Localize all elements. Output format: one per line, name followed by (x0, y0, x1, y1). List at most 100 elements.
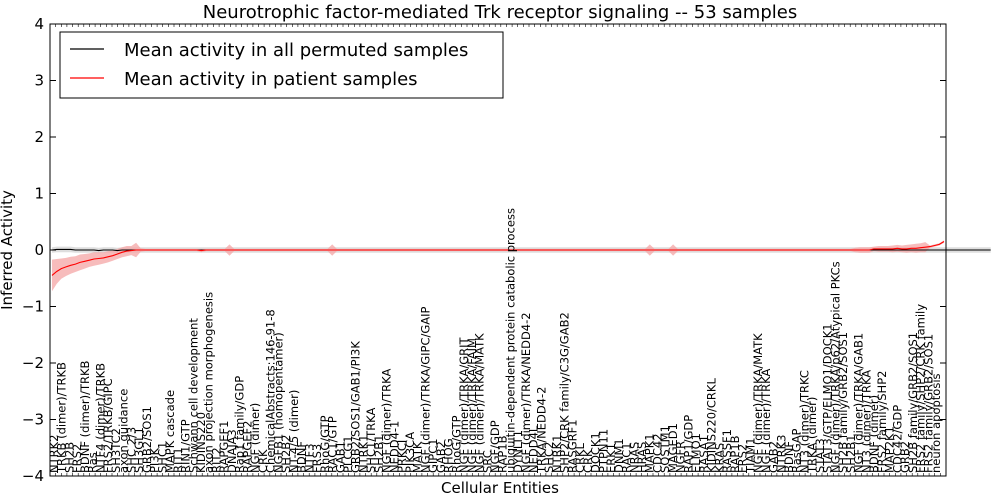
entity-label: PIK3CA (403, 432, 417, 473)
patient-band (52, 240, 944, 292)
entity-label: CRK (581, 449, 595, 473)
entity-label: RIN1/GTP (179, 419, 193, 473)
entity-label: ChemicalAbstracts:146-91-8 (264, 309, 278, 473)
entity-label: KRAS (712, 443, 726, 473)
entity-label: MAGED1 (666, 423, 680, 473)
entity-label: SHC1/TRKA (364, 407, 378, 473)
entity-label: BDNF (295, 441, 309, 473)
entity-label: SH3GL1 (132, 427, 146, 473)
entity-label: RAP1B (728, 435, 742, 473)
entity-label: SHC1 (155, 442, 169, 473)
entity-label: FRS2 family/SHP2 (875, 371, 889, 473)
entity-label: MATK (411, 441, 425, 473)
entity-label: SHC2 (542, 442, 556, 473)
entity-label: NGF (dimer)/TRKA/GAB1 (852, 333, 866, 473)
entity-label: NTRK1 (357, 435, 371, 473)
y-axis-label: Inferred Activity (0, 190, 16, 310)
entity-label: SHP2/CRK family/C3G/GAB2 (558, 312, 572, 473)
y-tick-label: 0 (34, 241, 44, 259)
entity-label: RasGAP (790, 428, 804, 473)
entity-label: RhoG/GTP (449, 415, 463, 473)
entity-label: GRB2 (898, 441, 912, 473)
entity-label: Schwann cell development (186, 318, 200, 473)
entity-label: FRS2 family/SHP2/CRK family (914, 304, 928, 473)
entity-label: NRAS (627, 442, 641, 473)
entity-label: NT3 (dimer)/TRKA (859, 370, 873, 473)
entity-label: SHC 2/3 (124, 427, 138, 473)
legend-label-patient: Mean activity in patient samples (124, 69, 418, 90)
entity-label: SH2B1 (844, 435, 858, 473)
entity-label: RIT2 (210, 447, 224, 473)
entity-label: HRAS (635, 442, 649, 473)
entity-label: MAPK1 (643, 433, 657, 473)
entity-label: TRKB (dimer)/TRKB (55, 362, 69, 474)
entity-label: axon guidance (117, 389, 131, 473)
entity-label: NGF (dimer)/TRKA/p62/Atypical PKCs (828, 261, 842, 473)
entity-label: RAPGEF1 (217, 421, 231, 473)
entity-label: CRK (256, 449, 270, 473)
y-tick-label: 4 (34, 15, 44, 33)
entity-label: NTF4 (dimer)/TRKB (93, 363, 107, 473)
entity-label: NEDD4L (527, 425, 541, 473)
entity-label: RIT1 (171, 447, 185, 473)
entity-label: CDC42 (651, 433, 665, 473)
series-line-patient (51, 241, 945, 276)
entity-label: SH3TC2 (109, 428, 123, 473)
entity-label: NGF (dimer)/TRKA (380, 369, 394, 473)
entity-label: RASA1 (697, 435, 711, 473)
entity-label: NT3 (dimer)/TRKC (798, 370, 812, 473)
entity-label: NTRK1 (550, 435, 564, 473)
entity-label: GAB2 (434, 441, 448, 473)
entity-label: DYNLT1 (511, 430, 525, 473)
entity-label: DNAJA3 (225, 429, 239, 473)
entity-label: RAC1 (620, 442, 634, 473)
entity-label: neuron apoptosis (929, 373, 943, 473)
entity-label: BDNF (dimer) (867, 395, 881, 473)
entity-label: MAPK cascade (163, 390, 177, 473)
x-axis-label: Cellular Entities (441, 479, 559, 497)
entity-label: GAB2 (767, 441, 781, 473)
y-tick-label: −1 (22, 298, 44, 316)
y-tick-label: −4 (22, 467, 44, 485)
entity-label: FRS2 (736, 444, 750, 473)
entity-label: BDNF (782, 441, 796, 473)
confidence-bands (52, 240, 991, 292)
chart-title: Neurotrophic factor-mediated Trk recepto… (203, 2, 797, 23)
entity-label: PLCG1 (341, 435, 355, 473)
entity-label: NGF (dimer)/TRKA/NEDD4-2 (519, 312, 533, 473)
entity-label: RHOG (442, 438, 456, 473)
entity-label: TRKA (dimer) (805, 397, 819, 474)
entity-label: RhoG/GTP (318, 415, 332, 473)
entity-label: NGF/GDP (488, 420, 502, 473)
entity-label: RASSF1 (720, 429, 734, 473)
entity-label: NGF (dimer) (248, 403, 262, 473)
entity-label: GIPC1 (426, 438, 440, 473)
entity-label: PTPN11 (596, 429, 610, 473)
entity-label: ELMO1 (689, 433, 703, 473)
entity-label: FRS3 (310, 444, 324, 473)
entity-label: TIAM1 (743, 437, 757, 474)
y-tick-label: 1 (34, 185, 44, 203)
entity-label: NGFB1 (homopentamer) (271, 332, 285, 473)
entity-label: FRS2 family/GRB2/SOS1 (921, 334, 935, 473)
entity-label: BDNF (dimer)/TRKB (78, 360, 92, 473)
entity-label: FRS2 (70, 444, 84, 473)
y-tick-label: 3 (34, 72, 44, 90)
entity-label: SH2B (63, 442, 77, 473)
entity-label: FRS2/TRKB/GIPC (101, 378, 115, 473)
entity-label: STAT3 (813, 438, 827, 473)
entity-label: SQSTM1 (658, 425, 672, 473)
entity-label: DNM1 (612, 438, 626, 473)
entity-label: PRKCI (395, 440, 409, 473)
entity-label: NT-4/5 (dimer) (287, 390, 301, 473)
entity-label: PI3K (148, 447, 162, 473)
entity-label: NGFR (674, 441, 688, 473)
entity-label: RAPGEF2 (240, 421, 254, 473)
entity-label: SH2B2 (279, 435, 293, 473)
y-ticks: 4 3 2 1 0 −1 −2 −3 −4 (22, 15, 946, 485)
entity-label: RAP1B (496, 435, 510, 473)
entity-label: CRKL (573, 442, 587, 473)
entity-label: NGF (dimer)/TRKA/MATK (751, 333, 765, 473)
